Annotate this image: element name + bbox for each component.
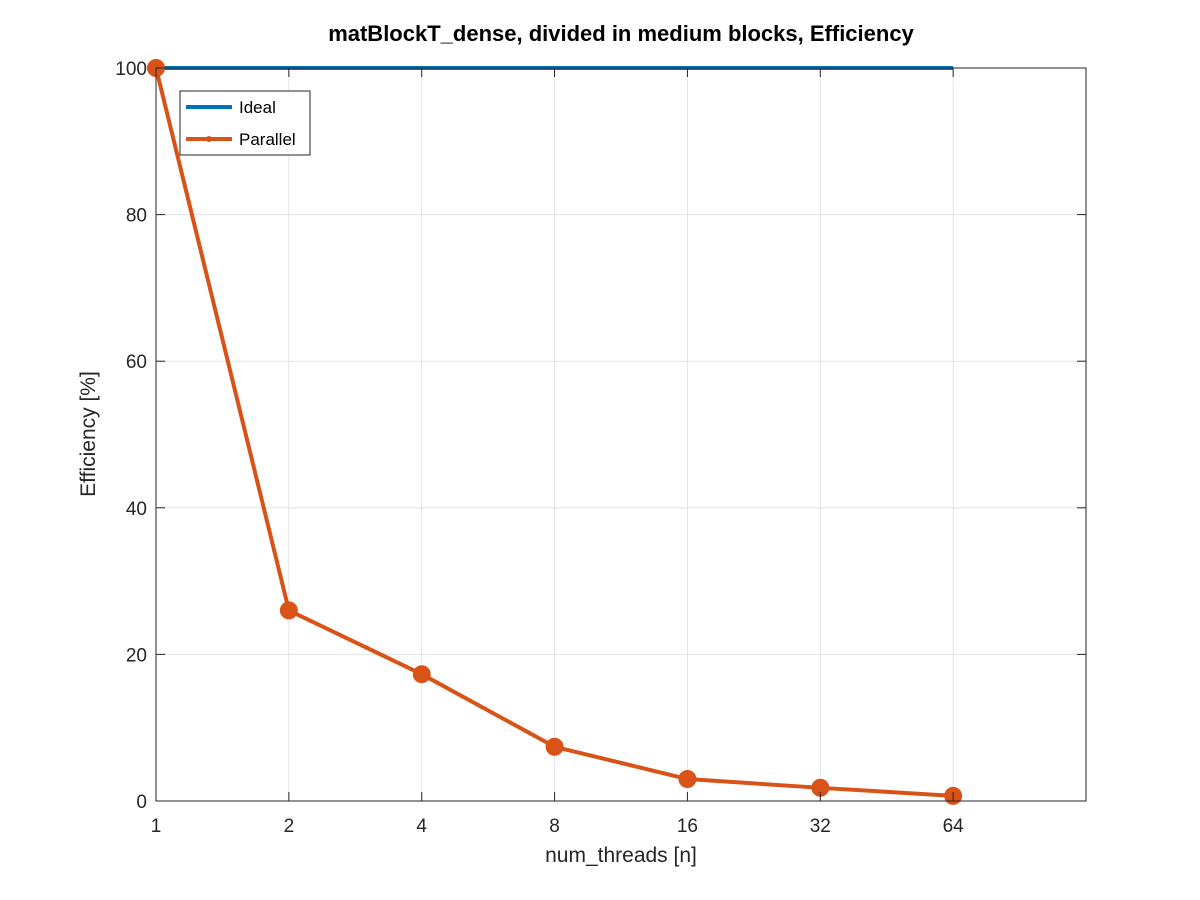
legend-marker-parallel — [206, 136, 212, 142]
x-tick-label: 8 — [549, 816, 560, 837]
x-tick-label: 4 — [416, 816, 427, 837]
legend-label-ideal: Ideal — [239, 98, 276, 117]
ticks — [155, 67, 1086, 802]
data-point-parallel — [545, 737, 564, 756]
data-point-parallel — [412, 665, 431, 684]
x-tick-label: 16 — [677, 816, 698, 837]
y-tick-label: 60 — [126, 352, 147, 373]
data-point-parallel — [678, 770, 697, 789]
x-tick-label: 2 — [284, 816, 295, 837]
x-tick-label: 1 — [151, 816, 162, 837]
legend-box — [179, 90, 311, 156]
x-tick-label: 64 — [943, 816, 965, 837]
y-tick-label: 80 — [126, 206, 147, 227]
legend-label-parallel: Parallel — [239, 130, 296, 149]
plot-area — [156, 68, 1086, 801]
y-tick-label: 0 — [136, 792, 147, 813]
axes-box — [155, 67, 1087, 802]
y-tick-label: 100 — [115, 59, 147, 80]
y-axis-label: Efficiency [%] — [77, 371, 100, 497]
x-axis-label: num_threads [n] — [545, 844, 697, 867]
tick-labels: 1 2 4 8 16 32 64 0 20 40 60 80 100 — [115, 59, 964, 837]
x-tick-label: 32 — [810, 816, 831, 837]
data-point-parallel — [279, 601, 298, 620]
chart-title: matBlockT_dense, divided in medium block… — [328, 21, 914, 46]
y-tick-label: 40 — [126, 499, 147, 520]
y-tick-label: 20 — [126, 645, 147, 666]
legend: Ideal Parallel — [179, 90, 311, 156]
